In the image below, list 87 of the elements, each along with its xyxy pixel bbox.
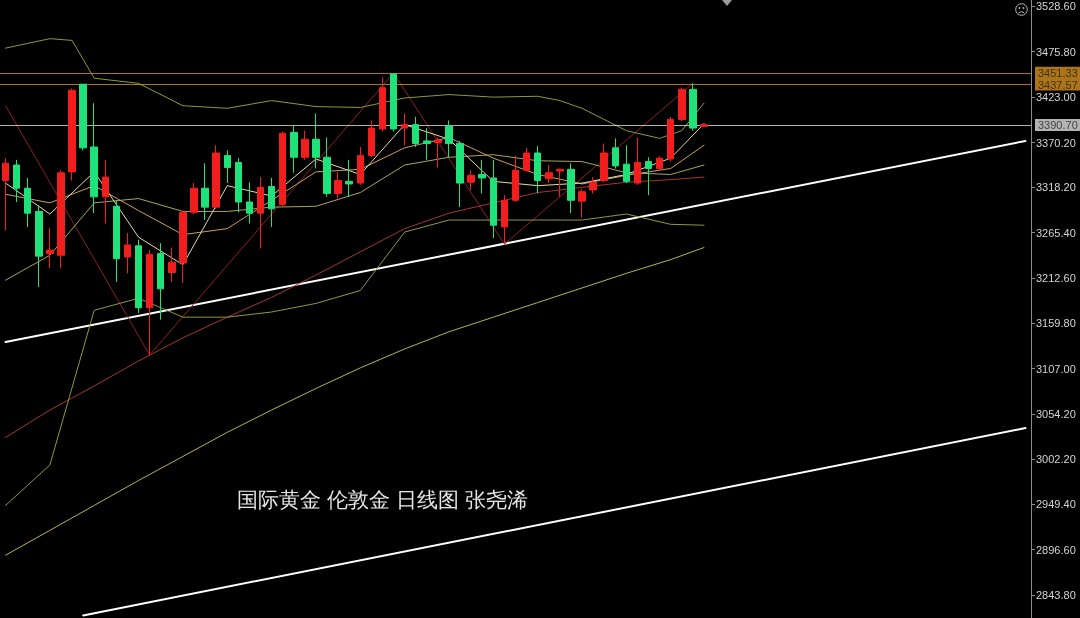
candlestick [90, 102, 98, 214]
candlestick [379, 76, 386, 133]
candlestick [412, 116, 419, 148]
candlestick [501, 194, 508, 245]
y-tick-label: 3528.60 [1036, 0, 1076, 13]
candlestick [434, 137, 442, 169]
candlestick [246, 181, 253, 224]
y-tick-label: 3265.40 [1036, 226, 1076, 239]
candlestick [113, 199, 120, 283]
line-series [5, 38, 705, 139]
line-series [5, 137, 705, 236]
candlestick [600, 143, 608, 183]
candlestick [46, 227, 54, 269]
y-tick-label: 3159.80 [1036, 317, 1076, 330]
y-tick-label: 3318.20 [1036, 181, 1076, 194]
candlestick [689, 82, 697, 132]
candlestick [24, 177, 31, 228]
candlestick [212, 144, 220, 210]
candlestick [57, 169, 65, 269]
candlestick [301, 130, 309, 161]
candlestick [201, 162, 209, 221]
candlestick [478, 159, 486, 194]
candlestick [700, 122, 708, 128]
candlestick [312, 112, 320, 169]
candlestick [678, 87, 686, 122]
candlestick [13, 159, 20, 203]
candlestick [456, 140, 464, 208]
candlestick [235, 157, 242, 213]
candlestick [79, 83, 87, 151]
ref-line-label: 3437.57 [1038, 78, 1078, 91]
candlestick [445, 119, 453, 158]
candlestick [68, 88, 76, 181]
candlestick [2, 157, 9, 231]
candlestick [467, 169, 475, 191]
candlestick [512, 155, 519, 203]
ref-line-label: 3390.70 [1038, 118, 1078, 131]
candlestick [645, 156, 652, 196]
y-tick-label: 3002.20 [1036, 452, 1076, 465]
text: 国际黄金 伦敦金 日线图 张尧浠 [237, 488, 528, 511]
candlestick [578, 188, 586, 218]
y-tick-label: 3212.60 [1036, 271, 1076, 284]
candlestick [224, 149, 231, 184]
line-series [5, 176, 705, 438]
candlestick [667, 116, 674, 163]
y-tick-label: 2949.40 [1036, 498, 1076, 511]
candlestick [179, 210, 187, 284]
candlestick [390, 72, 397, 133]
candlestick [334, 171, 342, 200]
candlestick [368, 119, 375, 158]
line-series [5, 247, 705, 556]
candlestick [268, 177, 275, 228]
candlestick [401, 112, 408, 146]
candlestick [168, 247, 176, 283]
candlestick [102, 159, 109, 224]
candlestick [490, 159, 497, 239]
candlestick [157, 242, 164, 321]
candlestick [612, 137, 619, 169]
candlestick [345, 159, 353, 198]
candlestick [556, 167, 564, 198]
candlestick [545, 164, 553, 184]
candlestick [146, 249, 153, 356]
candlestick [323, 137, 331, 198]
y-tick-label: 2843.80 [1036, 588, 1076, 601]
y-tick-label: 2896.60 [1036, 543, 1076, 556]
y-tick-label: 3054.20 [1036, 408, 1076, 421]
candlestick [523, 147, 530, 173]
candlestick [35, 204, 43, 288]
candlestick [290, 124, 298, 174]
candlestick [124, 232, 131, 274]
candlestick [423, 127, 431, 161]
line-series [5, 154, 705, 281]
candlestick [190, 182, 198, 215]
candlestick [589, 176, 597, 194]
candlestick [623, 144, 630, 184]
y-tick-label: 3423.00 [1036, 91, 1076, 104]
candlestick [656, 155, 663, 171]
candlestick [279, 131, 286, 207]
candlestick [257, 176, 264, 249]
candlestick [357, 146, 364, 186]
y-tick-label: 3107.00 [1036, 362, 1076, 375]
candlestick [534, 145, 541, 194]
candlestick [634, 137, 641, 186]
candlestick [567, 162, 575, 214]
ref-line-label: 3451.33 [1038, 66, 1078, 79]
y-tick-label: 3475.80 [1036, 45, 1076, 58]
candlestick [135, 239, 142, 314]
y-tick-label: 3370.20 [1036, 136, 1076, 149]
